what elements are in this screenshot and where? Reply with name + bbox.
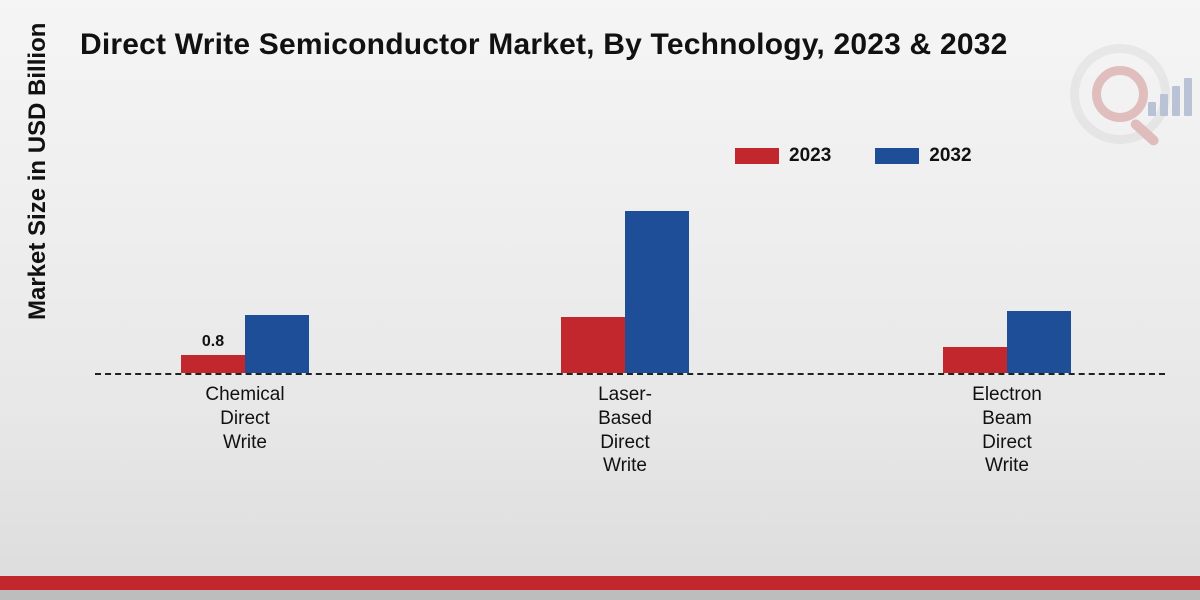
legend-label: 2032 <box>929 145 971 167</box>
bar-laser-2032 <box>625 211 689 373</box>
bar-laser-2023 <box>561 317 625 373</box>
x-label-electron: ElectronBeamDirectWrite <box>972 373 1042 478</box>
bar-value-label: 0.8 <box>202 333 224 351</box>
plot-area: 20232032 0.8ChemicalDirectWriteLaser-Bas… <box>95 145 1165 540</box>
legend: 2023 2032 <box>735 145 972 167</box>
legend-item-2023: 2023 <box>735 145 831 167</box>
x-label-laser: Laser-BasedDirectWrite <box>593 373 657 478</box>
watermark-logo <box>1060 34 1180 154</box>
chart-page: Direct Write Semiconductor Market, By Te… <box>0 0 1200 600</box>
legend-item-2032: 2032 <box>875 145 971 167</box>
bar-chemical-2032 <box>245 315 309 373</box>
x-label-chemical: ChemicalDirectWrite <box>205 373 284 454</box>
legend-swatch <box>875 148 919 164</box>
legend-swatch <box>735 148 779 164</box>
chart-title: Direct Write Semiconductor Market, By Te… <box>80 28 1008 62</box>
footer-bar-grey <box>0 590 1200 600</box>
y-axis-label: Market Size in USD Billion <box>24 23 52 320</box>
bar-electron-2032 <box>1007 311 1071 373</box>
bar-electron-2023 <box>943 347 1007 373</box>
bar-chemical-2023: 0.8 <box>181 355 245 373</box>
footer-bar-red <box>0 576 1200 590</box>
legend-label: 2023 <box>789 145 831 167</box>
